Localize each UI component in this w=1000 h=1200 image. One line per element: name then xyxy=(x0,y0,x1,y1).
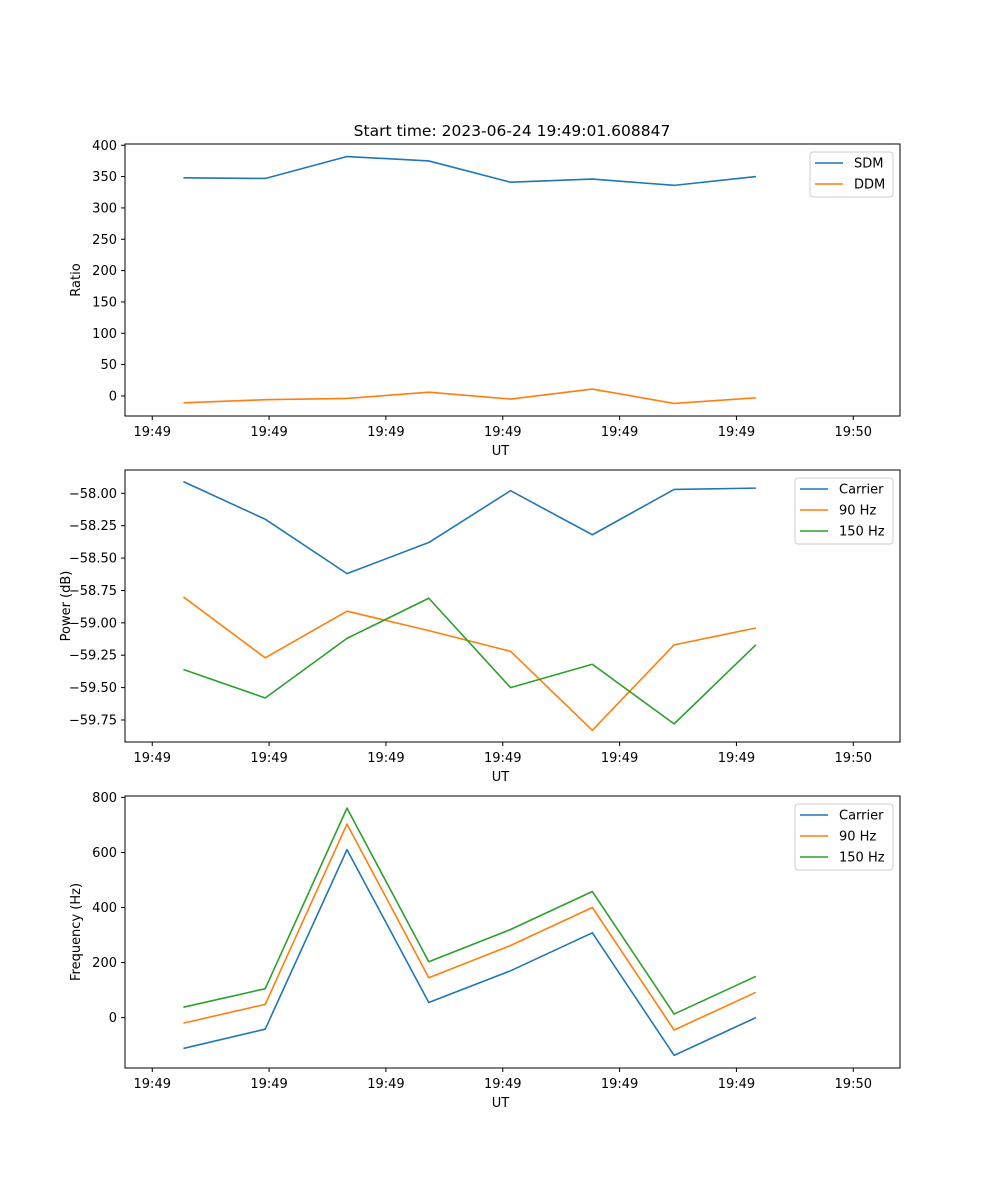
y-tick-label: −59.75 xyxy=(69,713,117,728)
y-tick-label: 800 xyxy=(92,791,117,806)
plot-area xyxy=(125,470,900,742)
x-tick-label: 19:50 xyxy=(835,751,872,766)
legend-label: DDM xyxy=(854,178,885,193)
x-axis-label: UT xyxy=(492,770,510,785)
y-tick-label: −59.00 xyxy=(69,616,117,631)
y-axis-label: Ratio xyxy=(69,263,84,296)
series-line-150-hz xyxy=(183,597,757,725)
legend-label: SDM xyxy=(854,157,883,172)
x-tick-label: 19:49 xyxy=(601,425,638,440)
legend-box xyxy=(794,803,894,871)
legend-label: Carrier xyxy=(839,483,884,498)
x-axis-label: UT xyxy=(492,1096,510,1111)
axes-frame xyxy=(124,469,901,743)
x-tick-label: 19:49 xyxy=(134,751,171,766)
subplot-2: −59.75 −59.50 −59.25 −59.00 −58.75 −58.50 −58.… xyxy=(59,469,901,785)
x-tick-label: 19:49 xyxy=(134,1077,171,1092)
series-line-sdm xyxy=(183,155,756,187)
y-tick-label: 0 xyxy=(109,389,117,404)
x-tick-label: 19:49 xyxy=(601,751,638,766)
series-line-150-hz xyxy=(183,807,757,1015)
x-tick-label: 19:49 xyxy=(367,425,404,440)
y-axis-label: Frequency (Hz) xyxy=(69,883,84,981)
x-tick-label: 19:49 xyxy=(601,1077,638,1092)
y-tick-label: 150 xyxy=(92,295,117,310)
legend: Carrier 90 Hz 150 Hz xyxy=(794,803,894,871)
x-tick-label: 19:49 xyxy=(250,751,287,766)
plot-area xyxy=(125,144,900,416)
y-axis-label: Power (dB) xyxy=(59,571,74,642)
y-tick-label: 350 xyxy=(92,170,117,185)
x-tick-label: 19:49 xyxy=(484,425,521,440)
legend-label: Carrier xyxy=(839,809,884,824)
y-tick-label: −59.25 xyxy=(69,649,117,664)
legend-label: 90 Hz xyxy=(839,830,876,845)
subplot-3: 0 200 400 600 800 19:49 19:49 19:49 19:49 19:49 19… xyxy=(69,791,901,1111)
y-tick-label: −58.00 xyxy=(69,487,117,502)
x-axis-label: UT xyxy=(492,444,510,459)
y-tick-label: −59.50 xyxy=(69,681,117,696)
plot-area xyxy=(125,796,900,1068)
legend: Carrier 90 Hz 150 Hz xyxy=(794,477,894,545)
x-tick-label: 19:49 xyxy=(250,425,287,440)
y-tick-label: 600 xyxy=(92,846,117,861)
x-tick-label: 19:49 xyxy=(718,425,755,440)
series-line-90-hz xyxy=(183,823,757,1031)
x-tick-label: 19:49 xyxy=(484,751,521,766)
axes-frame xyxy=(124,795,901,1069)
y-tick-label: −58.25 xyxy=(69,519,117,534)
x-tick-label: 19:49 xyxy=(250,1077,287,1092)
x-tick-label: 19:49 xyxy=(484,1077,521,1092)
series-line-90-hz xyxy=(182,596,757,732)
x-tick-label: 19:50 xyxy=(835,1077,872,1092)
axes-frame xyxy=(124,143,901,417)
subplots: 0 50 100 150 200 250 300 350 400 19:49 19:49 19:49 1… xyxy=(59,139,901,1111)
legend-label: 90 Hz xyxy=(839,504,876,519)
y-tick-label: −58.75 xyxy=(69,584,117,599)
y-tick-label: 250 xyxy=(92,233,117,248)
series-line-carrier xyxy=(183,848,757,1057)
x-tick-label: 19:50 xyxy=(835,425,872,440)
y-tick-label: −58.50 xyxy=(69,552,117,567)
x-tick-label: 19:49 xyxy=(367,1077,404,1092)
y-tick-label: 300 xyxy=(92,201,117,216)
legend-label: 150 Hz xyxy=(839,525,885,540)
subplot-1: 0 50 100 150 200 250 300 350 400 19:49 19:49 19:49 1… xyxy=(69,139,901,459)
legend: SDM DDM xyxy=(809,151,894,198)
figure-title: Start time: 2023-06-24 19:49:01.608847 xyxy=(354,122,671,140)
y-tick-label: 400 xyxy=(92,139,117,154)
y-tick-label: 100 xyxy=(92,327,117,342)
series-line-carrier xyxy=(183,480,756,575)
series-line-ddm xyxy=(183,388,756,405)
y-tick-label: 400 xyxy=(92,901,117,916)
x-tick-label: 19:49 xyxy=(718,751,755,766)
y-tick-label: 50 xyxy=(100,358,117,373)
y-tick-label: 0 xyxy=(109,1011,117,1026)
legend-box xyxy=(794,477,894,545)
x-tick-label: 19:49 xyxy=(134,425,171,440)
x-tick-label: 19:49 xyxy=(718,1077,755,1092)
y-tick-label: 200 xyxy=(92,956,117,971)
y-tick-label: 200 xyxy=(92,264,117,279)
x-tick-label: 19:49 xyxy=(367,751,404,766)
legend-label: 150 Hz xyxy=(839,851,885,866)
